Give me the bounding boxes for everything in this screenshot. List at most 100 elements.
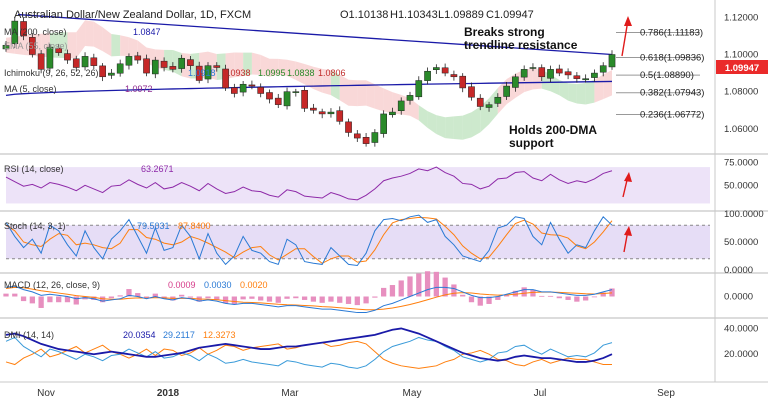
macd-histogram-bar (240, 296, 246, 300)
macd-histogram-bar (20, 296, 27, 302)
stoch-k-value: 79.5031 (137, 221, 170, 231)
indicator-axis-tick: 75.0000 (724, 158, 758, 169)
stoch-legend: Stoch (14, 3, 1) (4, 221, 66, 231)
candle-body (257, 87, 265, 94)
stoch-k-line (5, 214, 613, 267)
candle-body (292, 91, 300, 93)
candle-body (547, 69, 554, 79)
ichimoku-cloud-segment (67, 32, 77, 59)
candle-body (204, 65, 212, 80)
indicator-axis-tick: 50.0000 (724, 237, 758, 248)
ichimoku-cloud-segment (93, 21, 103, 52)
candle-body (20, 21, 27, 37)
annotation-breakout-line1: Breaks strong (464, 25, 545, 39)
macd-histogram-bar (345, 296, 352, 304)
candle-body (450, 74, 458, 78)
macd-histogram-bar (135, 293, 141, 297)
last-price-label: 1.09947 (725, 63, 759, 74)
candle-body (389, 111, 396, 116)
price-pane: 0.786(1.11183) 0.618(1.09836) 0.5(1.08890)… (2, 13, 704, 147)
ichimoku-cloud-segment (322, 68, 331, 96)
indicator-axis-tick: 20.0000 (724, 349, 758, 360)
macd-histogram-bar (258, 296, 264, 301)
ichimoku-cloud-segment (348, 79, 358, 107)
candle-body (538, 67, 546, 78)
x-axis-tick: Sep (657, 388, 675, 399)
macd-line (5, 285, 613, 314)
macd-histogram-bar (108, 296, 115, 299)
x-axis-tick: Nov (37, 388, 55, 399)
candle-body (222, 68, 229, 89)
macd-histogram-bar (214, 296, 220, 300)
candle-body (125, 56, 133, 66)
candle-body (213, 65, 221, 68)
ichimoku-cloud-segment (471, 106, 481, 138)
axis-tick-labels: 1.12000 1.10000 1.08000 1.06000 75.0000 50.00… (724, 12, 764, 360)
dmi-adx-value: 20.0354 (123, 330, 156, 340)
candle-body (476, 97, 484, 107)
candle-body (371, 132, 379, 143)
macd-histogram-bar (56, 296, 62, 303)
candles (2, 17, 616, 147)
macd-histogram-bar (495, 296, 501, 300)
candle-body (37, 53, 45, 70)
candle-body (239, 83, 247, 93)
candle-body (468, 86, 475, 98)
macd-histogram-bar (547, 295, 554, 297)
macd-histogram-bar (143, 296, 150, 299)
fibonacci-lines: 0.786(1.11183) 0.618(1.09836) 0.5(1.08890)… (616, 28, 704, 120)
candle-body (301, 89, 308, 109)
ichimoku-cloud-segment (172, 50, 182, 77)
macd-histogram-bar (38, 296, 44, 308)
price-axis-tick: 1.10000 (724, 50, 758, 61)
macd-histogram-bar (381, 287, 387, 297)
macd-histogram-bar (64, 296, 71, 303)
macd-histogram-bar (231, 296, 237, 304)
candle-body (64, 53, 71, 61)
candle-body (29, 37, 36, 55)
fib-level-label: 0.618(1.09836) (640, 53, 704, 64)
annotation-support-line2: support (509, 136, 554, 150)
macd-histogram-bar (424, 271, 431, 297)
macd-histogram-bar (389, 285, 396, 297)
ichimoku-cloud-segment (603, 69, 612, 100)
candle-body (336, 110, 344, 122)
macd-histogram-bar (609, 288, 615, 297)
ichimoku-cloud-segment (366, 80, 375, 109)
x-axis-tick: May (403, 388, 422, 399)
macd-histogram-bar (574, 296, 580, 302)
macd-histogram-bar (530, 289, 536, 297)
dmi-plus-line (5, 336, 613, 369)
candle-body (529, 67, 537, 69)
price-axis-tick: 1.06000 (724, 124, 758, 135)
candle-body (380, 113, 387, 134)
x-axis-tick: Jul (534, 388, 547, 399)
ichimoku-cloud-segment (462, 112, 472, 140)
ichimoku-cloud-segment (76, 20, 86, 59)
candle-body (160, 60, 168, 68)
macd-histogram-bar (416, 273, 422, 297)
ohlc-high: H1.10343 (390, 9, 438, 21)
candle-body (55, 47, 63, 53)
ichimoku-cloud-segment (594, 74, 604, 103)
ichimoku-cloud-segment (427, 111, 437, 135)
ohlc-open: O1.10138 (340, 9, 388, 21)
candle-body (406, 95, 414, 101)
macd-histogram-bar (591, 296, 598, 298)
macd-histogram-bar (486, 296, 492, 304)
macd-histogram-bar (451, 284, 457, 297)
candle-body (512, 76, 519, 88)
chart-header: Australian Dollar/New Zealand Dollar, 1D… (14, 9, 534, 21)
macd-histogram-bar (556, 296, 562, 299)
macd-histogram-bar (372, 296, 378, 298)
candle-body (116, 63, 124, 74)
indicator-axis-tick: 50.0000 (724, 180, 758, 191)
macd-histogram-bar (337, 296, 343, 303)
macd-histogram-bar (521, 287, 527, 297)
ichimoku-cloud-segment (102, 27, 112, 57)
ma200-value: 1.0847 (133, 27, 161, 37)
macd-signal-value: 0.0020 (240, 280, 268, 290)
ichimoku-cloud-segment (111, 34, 121, 57)
rsi-band (6, 167, 710, 204)
macd-histogram-bar (503, 294, 510, 297)
